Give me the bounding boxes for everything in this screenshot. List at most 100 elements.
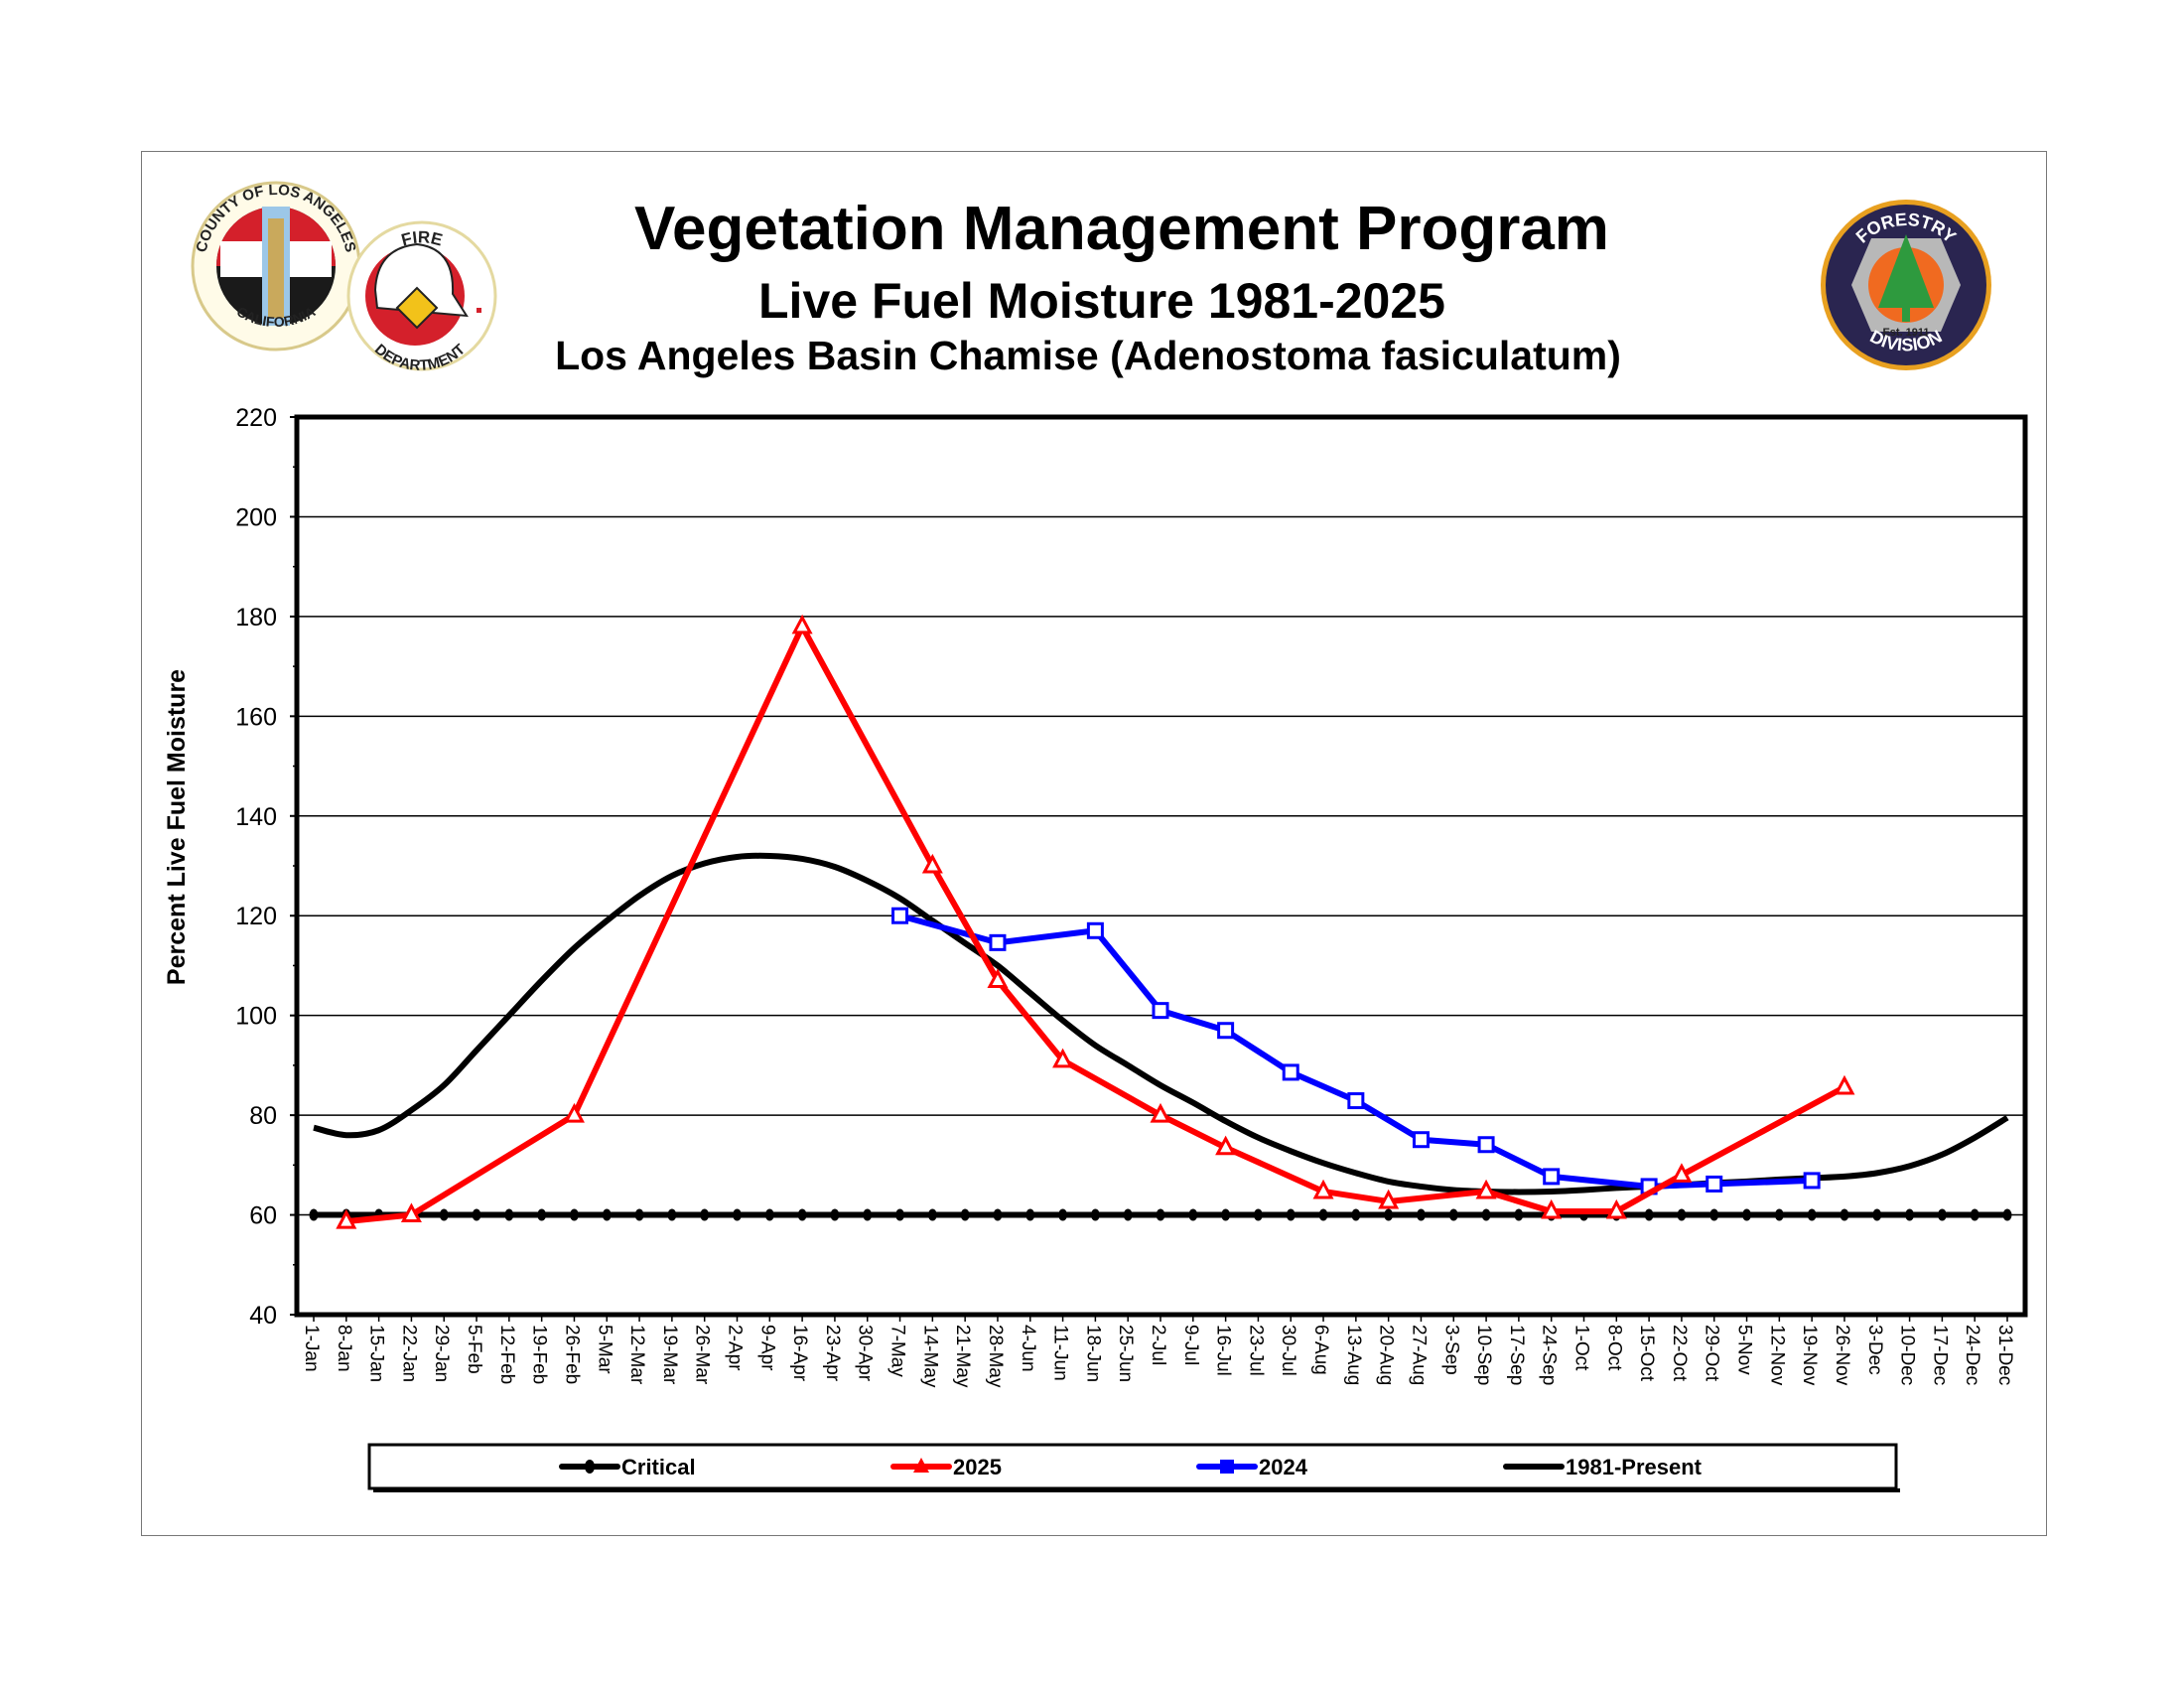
legend-marker bbox=[585, 1460, 595, 1474]
data-point bbox=[891, 907, 909, 924]
data-point bbox=[927, 1208, 937, 1221]
x-tick-label: 22-Jan bbox=[398, 1325, 419, 1382]
x-tick-label: 16-Apr bbox=[789, 1325, 810, 1382]
data-point bbox=[1156, 1208, 1165, 1221]
x-tick-label: 5-Mar bbox=[594, 1325, 614, 1374]
data-point bbox=[895, 1208, 905, 1221]
y-tick-label: 120 bbox=[235, 903, 277, 930]
x-tick-label: 29-Jan bbox=[431, 1325, 452, 1382]
x-tick-label: 1-Oct bbox=[1571, 1325, 1592, 1371]
data-point bbox=[1123, 1208, 1133, 1221]
y-tick-label: 80 bbox=[249, 1102, 277, 1130]
data-point bbox=[1605, 1198, 1627, 1219]
data-point bbox=[1286, 1208, 1296, 1221]
data-point bbox=[830, 1208, 840, 1221]
x-tick-label: 8-Jan bbox=[334, 1325, 354, 1372]
y-tick-label: 200 bbox=[235, 503, 277, 531]
data-point bbox=[400, 1202, 422, 1223]
plot-area-border bbox=[294, 414, 2028, 1318]
x-tick-label: 15-Oct bbox=[1636, 1325, 1657, 1382]
x-tick-label: 24-Sep bbox=[1539, 1325, 1560, 1385]
x-tick-label: 20-Aug bbox=[1376, 1325, 1397, 1385]
y-tick-label: 60 bbox=[249, 1202, 277, 1230]
x-tick-label: 26-Nov bbox=[1832, 1325, 1852, 1386]
x-tick-label: 23-Apr bbox=[822, 1325, 843, 1382]
data-point bbox=[989, 933, 1007, 951]
series-2024 bbox=[891, 907, 1821, 1196]
data-point bbox=[634, 1208, 644, 1221]
x-tick-label: 10-Dec bbox=[1897, 1325, 1918, 1385]
x-tick-label: 13-Aug bbox=[1343, 1325, 1364, 1385]
data-point bbox=[1221, 1208, 1231, 1221]
x-tick-label: 2-Jul bbox=[1148, 1325, 1168, 1365]
data-point bbox=[1025, 1208, 1035, 1221]
data-point bbox=[537, 1208, 547, 1221]
data-point bbox=[1834, 1074, 1855, 1095]
x-tick-label: 14-May bbox=[919, 1325, 940, 1388]
legend: Critical 2025 2024 1981-Present bbox=[367, 1443, 1900, 1492]
data-point bbox=[1840, 1208, 1849, 1221]
page-frame bbox=[141, 151, 2047, 1536]
legend-label: Critical bbox=[621, 1455, 696, 1479]
data-point bbox=[1448, 1208, 1458, 1221]
forestry-division-logo: Est. 1911 FORESTRY DIVISION bbox=[1821, 200, 1991, 370]
series-line bbox=[345, 623, 1846, 1225]
x-tick-label: 15-Jan bbox=[366, 1325, 387, 1382]
data-point bbox=[1188, 1208, 1198, 1221]
data-point bbox=[1742, 1208, 1752, 1221]
data-point bbox=[504, 1208, 514, 1221]
x-tick-label: 23-Jul bbox=[1245, 1325, 1266, 1376]
x-tick-label: 21-May bbox=[952, 1325, 973, 1388]
data-point bbox=[2002, 1208, 2012, 1221]
data-point bbox=[700, 1208, 710, 1221]
x-tick-label: 19-Nov bbox=[1799, 1325, 1820, 1386]
data-point bbox=[960, 1208, 970, 1221]
x-tick-label: 9-Jul bbox=[1180, 1325, 1201, 1365]
x-tick-label: 5-Nov bbox=[1734, 1325, 1755, 1375]
x-tick-label: 5-Feb bbox=[464, 1325, 484, 1374]
data-point bbox=[563, 1102, 585, 1123]
series-2025 bbox=[336, 614, 1855, 1229]
x-axis-ticks: 1-Jan 8-Jan 15-Jan 22-Jan 29-Jan 5-Feb 12-Feb 1… bbox=[301, 1315, 2015, 1388]
y-axis-label: Percent Live Fuel Moisture bbox=[163, 669, 191, 985]
data-point bbox=[1416, 1208, 1426, 1221]
x-tick-label: 9-Apr bbox=[756, 1325, 777, 1371]
data-point bbox=[764, 1208, 774, 1221]
y-tick-label: 180 bbox=[235, 604, 277, 632]
x-tick-label: 26-Feb bbox=[561, 1325, 582, 1384]
x-tick-label: 7-May bbox=[887, 1325, 908, 1377]
y-axis-ticks: 40 60 80 100 120 140 160 180 200 220 bbox=[235, 404, 297, 1330]
data-point bbox=[1152, 1002, 1169, 1020]
y-tick-label: 160 bbox=[235, 703, 277, 731]
x-tick-label: 11-Jun bbox=[1050, 1325, 1071, 1381]
data-point bbox=[439, 1208, 449, 1221]
x-tick-label: 18-Jun bbox=[1082, 1325, 1103, 1382]
x-tick-label: 2-Apr bbox=[725, 1325, 746, 1371]
data-point bbox=[1543, 1168, 1561, 1186]
data-point bbox=[1090, 1208, 1100, 1221]
x-tick-label: 17-Sep bbox=[1506, 1325, 1527, 1385]
x-tick-label: 19-Feb bbox=[529, 1325, 550, 1384]
x-tick-label: 24-Dec bbox=[1962, 1325, 1982, 1385]
data-point bbox=[667, 1208, 677, 1221]
legend-label: 2024 bbox=[1259, 1455, 1308, 1479]
x-tick-label: 26-Mar bbox=[692, 1325, 713, 1385]
data-point bbox=[791, 614, 813, 634]
data-point bbox=[1318, 1208, 1328, 1221]
series-layer bbox=[309, 614, 2012, 1229]
data-point bbox=[1937, 1208, 1947, 1221]
x-tick-label: 12-Mar bbox=[626, 1325, 647, 1385]
data-point bbox=[797, 1208, 807, 1221]
data-point bbox=[1347, 1092, 1365, 1110]
data-point bbox=[336, 1208, 357, 1229]
x-tick-label: 10-Sep bbox=[1473, 1325, 1494, 1385]
data-point bbox=[602, 1208, 612, 1221]
data-point bbox=[1671, 1163, 1693, 1183]
series-line bbox=[313, 852, 2009, 1196]
x-tick-label: 16-Jul bbox=[1213, 1325, 1234, 1376]
x-tick-label: 1-Jan bbox=[301, 1325, 322, 1372]
x-tick-label: 3-Dec bbox=[1864, 1325, 1885, 1375]
x-tick-label: 29-Oct bbox=[1702, 1325, 1722, 1382]
data-point bbox=[1312, 1179, 1334, 1199]
